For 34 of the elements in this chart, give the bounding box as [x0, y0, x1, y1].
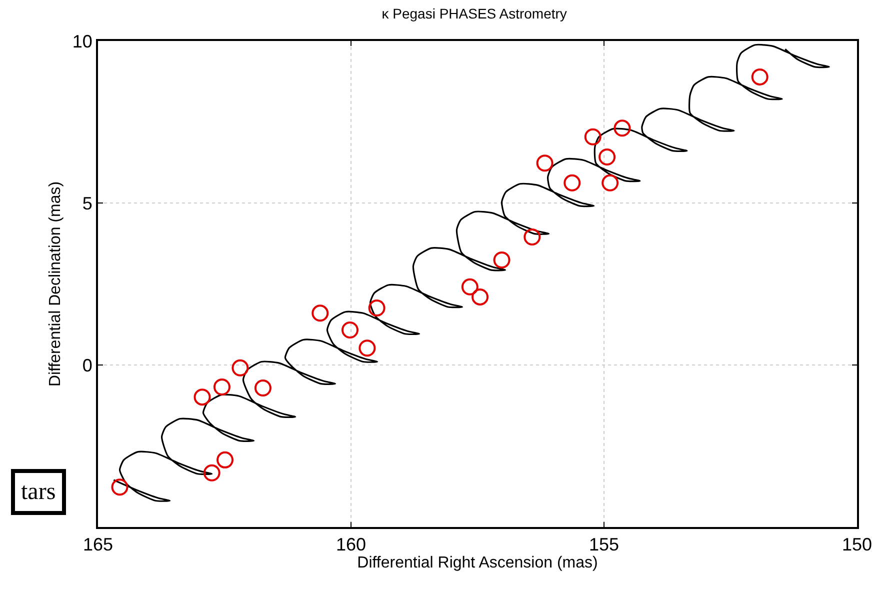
point [341, 322, 358, 339]
x-axis-title: Differential Right Ascension (mas) [357, 554, 598, 572]
point [493, 252, 510, 269]
point [461, 278, 478, 296]
point [602, 174, 619, 192]
point [194, 388, 211, 406]
y-axis-title: Differential Declination (mas) [46, 181, 64, 387]
y-tick-label: 10 [72, 31, 92, 52]
y-tick-label: 5 [82, 193, 92, 214]
point [368, 299, 386, 316]
point [232, 359, 249, 376]
x-tick-label: 160 [336, 534, 366, 555]
x-tick-label: 155 [588, 534, 620, 555]
point [472, 288, 489, 306]
point [111, 478, 128, 496]
x-tick-label: 150 [842, 534, 872, 555]
x-tick-label: 165 [82, 534, 114, 555]
point [614, 120, 631, 137]
point [524, 228, 541, 246]
point [598, 148, 616, 166]
point [203, 464, 220, 482]
point [751, 68, 768, 86]
point [564, 174, 581, 192]
point [254, 380, 272, 396]
line-series [112, 44, 830, 502]
chart-title: κ Pegasi PHASES Astrometry [382, 6, 567, 22]
point [312, 304, 329, 322]
point [358, 340, 376, 357]
point [536, 154, 554, 172]
text: tars [21, 479, 56, 505]
point [216, 451, 234, 468]
point [584, 128, 602, 146]
point [213, 378, 230, 396]
y-tick-label: 0 [82, 355, 92, 376]
